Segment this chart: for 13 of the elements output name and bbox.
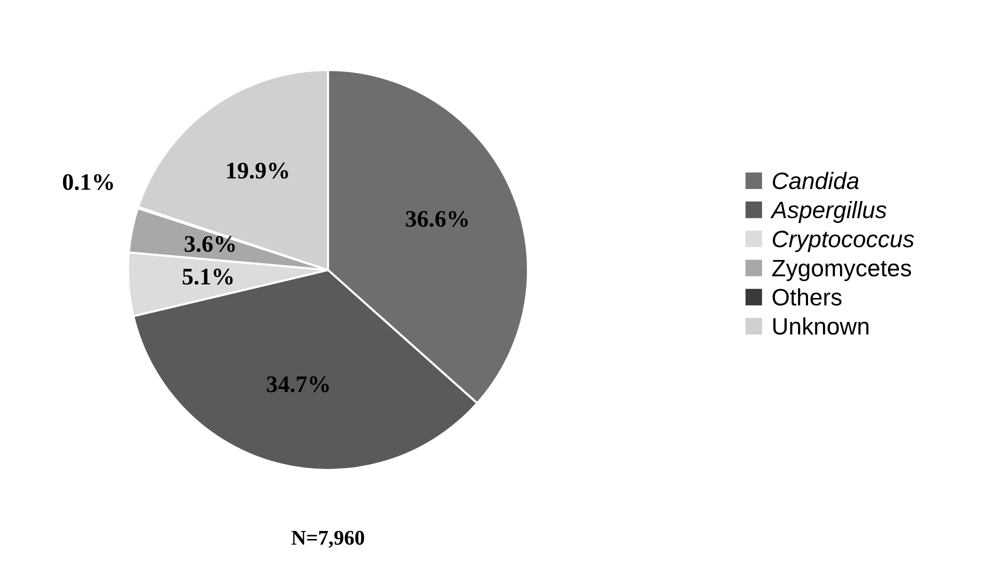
text: N=7,960 [292, 530, 364, 548]
legend-label: Unknown [773, 317, 868, 335]
legend-label: Zygomycetes [772, 260, 912, 282]
data-label: 36.6% [406, 210, 468, 227]
legend-label: Others [772, 288, 842, 306]
data-label: 0.1% [62, 174, 113, 190]
data-label: 34.7% [266, 376, 329, 392]
legend-label: Aspergillus [770, 200, 886, 223]
data-label: 5.1% [182, 268, 233, 285]
legend-label: Candida [772, 172, 859, 190]
data-label: 3.6% [184, 236, 235, 252]
data-label: 19.9% [227, 162, 288, 179]
legend-label: Cryptococcus [772, 230, 914, 252]
